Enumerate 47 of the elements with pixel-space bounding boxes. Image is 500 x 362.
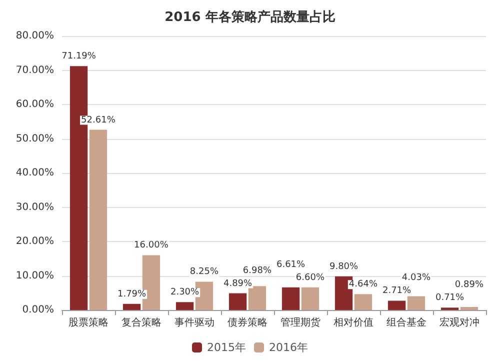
y-tick-label: 70.00%	[16, 64, 54, 76]
bar	[407, 296, 426, 310]
data-label: 52.61%	[81, 115, 116, 126]
data-label: 6.60%	[296, 272, 325, 283]
y-tick-label: 80.00%	[16, 30, 54, 42]
y-tick-label: 10.00%	[16, 270, 54, 282]
data-label: 6.98%	[242, 266, 272, 276]
chart-title: 2016 年各策略产品数量占比	[164, 9, 336, 25]
data-label: 0.71%	[435, 293, 465, 304]
bar	[248, 286, 266, 310]
data-label: 16.00%	[134, 240, 169, 251]
data-label: 1.79%	[117, 289, 147, 300]
y-tick-label: 0.00%	[22, 304, 54, 316]
x-tick-label: 管理期货	[280, 316, 320, 328]
data-label: 4.64%	[348, 280, 378, 290]
x-tick-label: 相对价值	[334, 316, 374, 328]
data-label: 71.19%	[62, 52, 96, 62]
y-tick-label: 30.00%	[16, 202, 54, 213]
x-tick-label: 宏观对冲	[440, 316, 480, 328]
data-label: 0.89%	[454, 280, 484, 290]
y-tick-label: 20.00%	[16, 236, 54, 247]
x-tick-label: 股票策略	[68, 316, 108, 328]
data-label: 6.61%	[276, 260, 306, 270]
data-label: 9.80%	[329, 262, 359, 272]
data-label: 2.30%	[170, 288, 200, 298]
x-tick-label: 债券策略	[228, 316, 268, 328]
data-label: 2.71%	[382, 286, 412, 296]
x-tick-label: 复合策略	[122, 316, 162, 328]
legend-label: 2015年	[207, 341, 246, 354]
bar	[354, 294, 372, 310]
legend-label: 2016年	[269, 341, 308, 354]
data-label: 4.03%	[402, 273, 431, 284]
data-label: 4.89%	[223, 278, 253, 289]
bar	[228, 293, 247, 310]
y-tick-label: 40.00%	[16, 168, 54, 178]
bar	[301, 287, 320, 310]
x-tick-label: 事件驱动	[174, 316, 214, 328]
bar	[460, 306, 478, 310]
y-tick-label: 50.00%	[16, 133, 54, 144]
bar	[89, 130, 108, 310]
bar	[282, 287, 300, 310]
bar	[122, 304, 141, 310]
data-label: 8.25%	[190, 267, 219, 278]
bar	[176, 302, 194, 310]
bar	[388, 300, 406, 310]
y-tick-label: 60.00%	[16, 99, 54, 110]
x-tick-label: 组合基金	[386, 316, 426, 328]
